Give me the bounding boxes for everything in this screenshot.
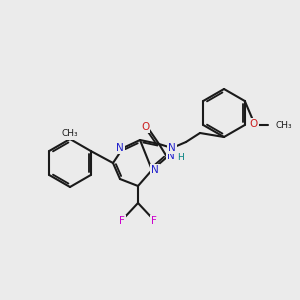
Text: CH₃: CH₃ xyxy=(276,121,292,130)
Text: H: H xyxy=(178,152,184,161)
Text: CH₃: CH₃ xyxy=(62,130,78,139)
Text: O: O xyxy=(141,122,149,132)
Text: N: N xyxy=(116,143,124,153)
Text: F: F xyxy=(151,216,157,226)
Text: N: N xyxy=(167,151,175,161)
Text: O: O xyxy=(250,119,258,129)
Text: F: F xyxy=(119,216,125,226)
Text: N: N xyxy=(168,143,176,153)
Text: N: N xyxy=(151,165,159,175)
